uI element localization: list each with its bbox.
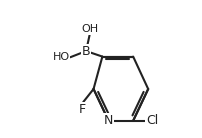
Text: F: F [79, 103, 86, 116]
Text: OH: OH [81, 24, 98, 34]
Text: HO: HO [52, 52, 69, 62]
Text: Cl: Cl [146, 114, 158, 127]
Text: B: B [82, 45, 90, 58]
Text: N: N [104, 114, 113, 127]
